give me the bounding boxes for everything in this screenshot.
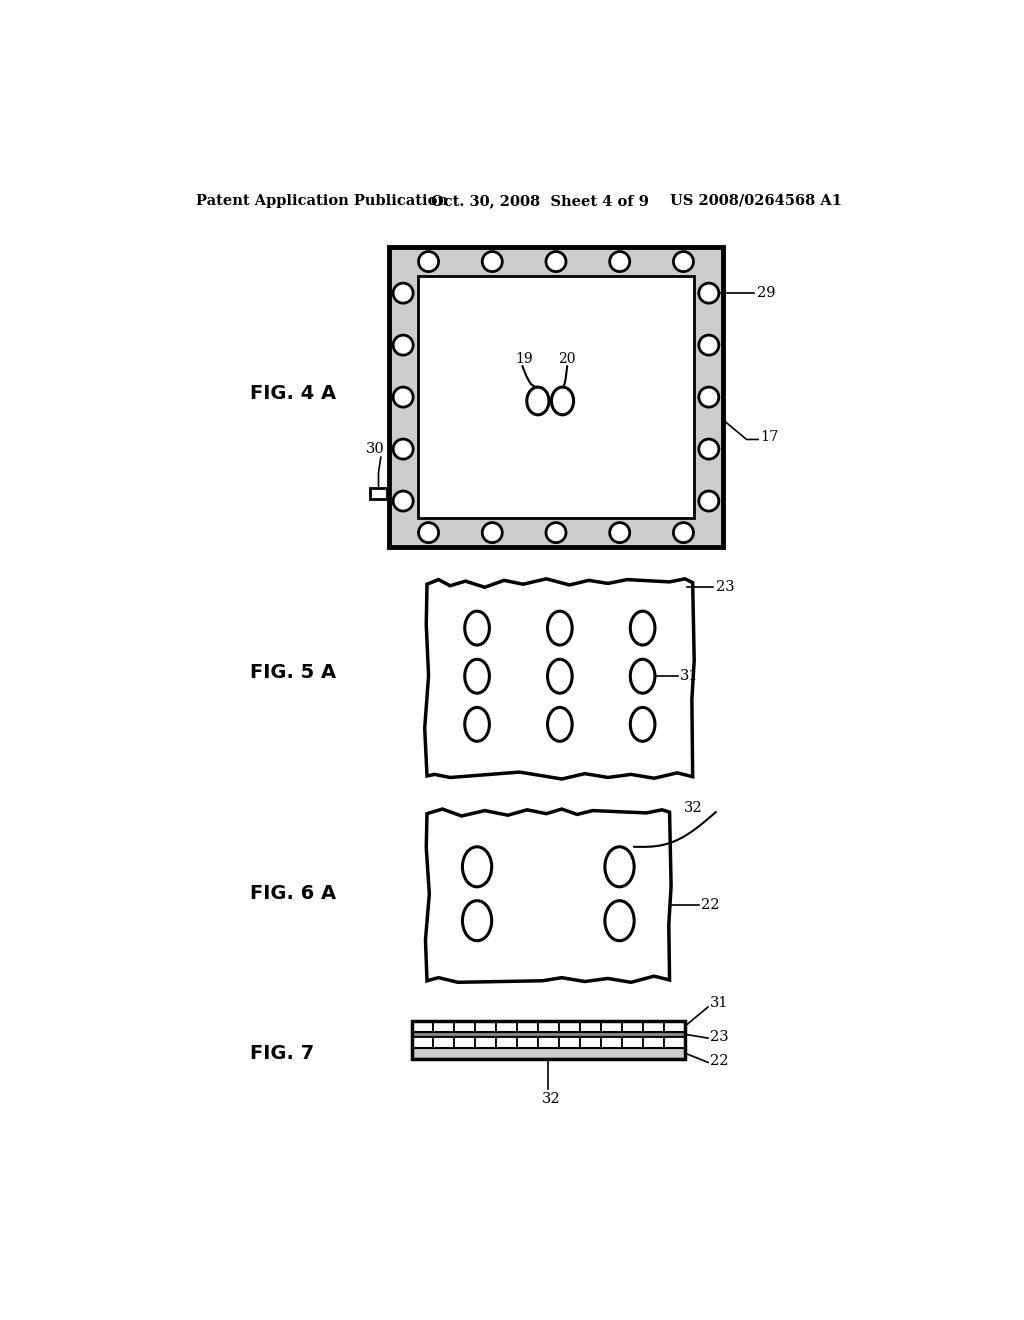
Bar [538, 1038, 559, 1048]
Text: 29: 29 [757, 286, 775, 300]
Ellipse shape [631, 659, 655, 693]
Circle shape [609, 523, 630, 543]
Bar [664, 1020, 685, 1032]
Text: US 2008/0264568 A1: US 2008/0264568 A1 [670, 194, 842, 207]
Circle shape [393, 335, 413, 355]
Circle shape [393, 387, 413, 407]
Bar [664, 1038, 685, 1048]
Text: 19: 19 [515, 351, 534, 366]
Text: FIG. 5 A: FIG. 5 A [250, 663, 336, 682]
Bar [496, 1038, 517, 1048]
Circle shape [393, 284, 413, 304]
Bar [517, 1020, 538, 1032]
Bar [370, 488, 387, 499]
Ellipse shape [465, 659, 489, 693]
Circle shape [393, 491, 413, 511]
Bar [643, 1020, 664, 1032]
Text: FIG. 4 A: FIG. 4 A [250, 384, 336, 403]
Bar [601, 1020, 622, 1032]
Ellipse shape [548, 611, 572, 645]
Ellipse shape [605, 900, 634, 941]
Ellipse shape [465, 708, 489, 742]
Bar [580, 1038, 601, 1048]
Polygon shape [388, 247, 724, 548]
Circle shape [419, 252, 438, 272]
Text: 17: 17 [761, 430, 779, 444]
Text: 31: 31 [680, 669, 698, 684]
Bar [412, 1020, 685, 1059]
Circle shape [674, 252, 693, 272]
Ellipse shape [463, 847, 492, 887]
Bar [432, 1020, 454, 1032]
Text: 31: 31 [711, 997, 729, 1010]
Bar [538, 1020, 559, 1032]
Bar [643, 1038, 664, 1048]
Bar [601, 1038, 622, 1048]
Ellipse shape [631, 611, 655, 645]
Text: Patent Application Publication: Patent Application Publication [196, 194, 449, 207]
Circle shape [698, 387, 719, 407]
Text: Oct. 30, 2008  Sheet 4 of 9: Oct. 30, 2008 Sheet 4 of 9 [431, 194, 649, 207]
Circle shape [609, 252, 630, 272]
Bar [412, 1020, 432, 1032]
Bar [454, 1038, 475, 1048]
Bar [432, 1038, 454, 1048]
Circle shape [482, 252, 503, 272]
Bar [475, 1020, 496, 1032]
Text: 23: 23 [711, 1030, 729, 1044]
Bar [475, 1038, 496, 1048]
Ellipse shape [552, 387, 573, 414]
Bar [454, 1020, 475, 1032]
Ellipse shape [548, 708, 572, 742]
Text: 22: 22 [701, 899, 720, 912]
Text: FIG. 7: FIG. 7 [250, 1044, 314, 1064]
Polygon shape [425, 809, 671, 982]
Text: FIG. 6 A: FIG. 6 A [250, 884, 336, 903]
Polygon shape [425, 579, 694, 779]
Circle shape [698, 440, 719, 459]
Bar [622, 1038, 643, 1048]
Text: 32: 32 [542, 1092, 561, 1106]
Circle shape [419, 523, 438, 543]
Text: 32: 32 [683, 801, 702, 816]
Ellipse shape [631, 708, 655, 742]
Text: 20: 20 [558, 351, 575, 366]
Circle shape [546, 252, 566, 272]
Ellipse shape [465, 611, 489, 645]
Circle shape [698, 284, 719, 304]
Bar [580, 1020, 601, 1032]
Bar [412, 1038, 432, 1048]
Circle shape [546, 523, 566, 543]
Text: 22: 22 [711, 1053, 729, 1068]
Circle shape [393, 440, 413, 459]
Text: 30: 30 [366, 442, 384, 457]
Bar [517, 1038, 538, 1048]
Bar [496, 1020, 517, 1032]
Ellipse shape [526, 387, 549, 414]
Ellipse shape [605, 847, 634, 887]
Bar [622, 1020, 643, 1032]
Bar [412, 1048, 685, 1059]
Bar [559, 1038, 580, 1048]
Text: 23: 23 [716, 581, 734, 594]
Ellipse shape [463, 900, 492, 941]
Ellipse shape [548, 659, 572, 693]
Circle shape [674, 523, 693, 543]
Circle shape [698, 491, 719, 511]
Bar [559, 1020, 580, 1032]
Bar [412, 1032, 685, 1038]
Circle shape [482, 523, 503, 543]
Polygon shape [418, 276, 694, 517]
Circle shape [698, 335, 719, 355]
